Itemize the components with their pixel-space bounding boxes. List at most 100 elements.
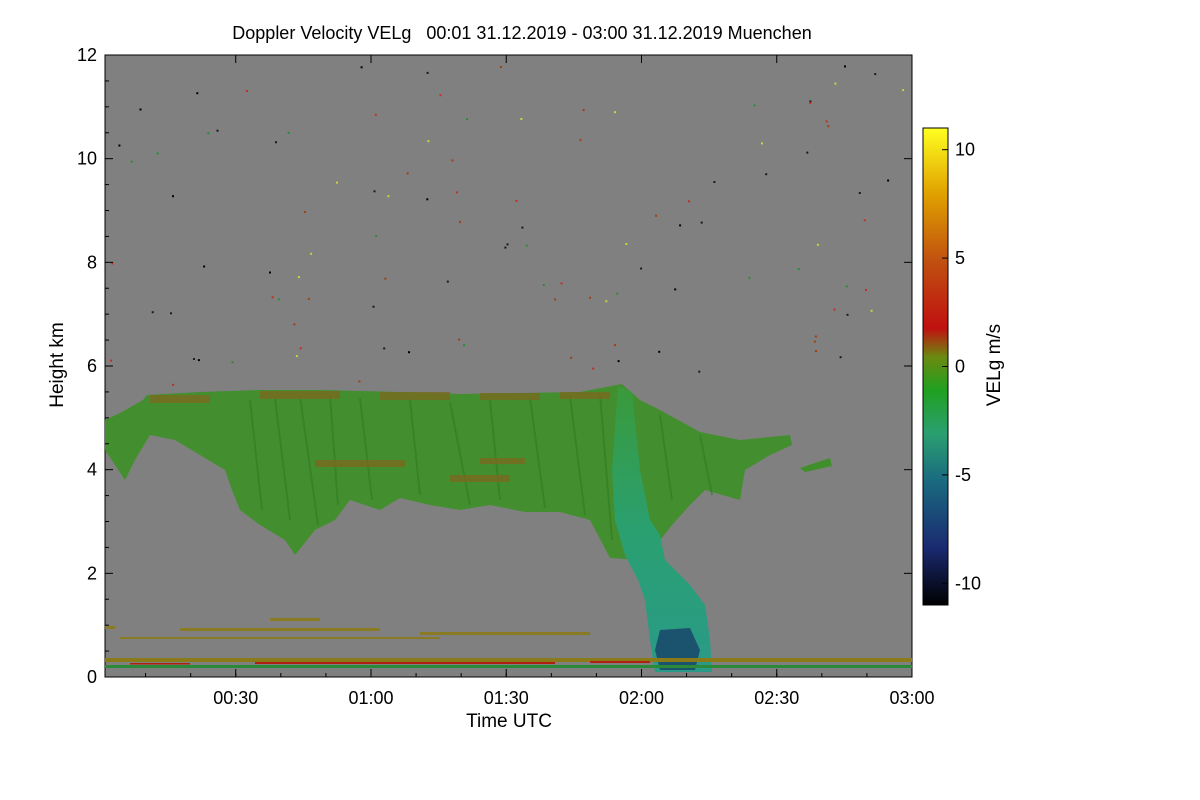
noise-pixel xyxy=(287,131,290,134)
noise-pixel xyxy=(640,267,643,270)
noise-pixel xyxy=(111,262,114,265)
x-tick-label: 00:30 xyxy=(213,688,258,708)
x-tick-label: 02:00 xyxy=(619,688,664,708)
noise-pixel xyxy=(521,226,524,229)
noise-pixel xyxy=(834,82,837,85)
noise-pixel xyxy=(295,355,298,358)
cloud-top-fringe xyxy=(150,391,610,482)
cloud-striations xyxy=(249,393,713,541)
y-tick-label: 10 xyxy=(77,149,97,169)
noise-pixel xyxy=(375,235,378,238)
chart-title: Doppler Velocity VELg 00:01 31.12.2019 -… xyxy=(232,23,811,43)
noise-pixel xyxy=(863,219,866,222)
y-tick-label: 4 xyxy=(87,460,97,480)
x-tick-label: 03:00 xyxy=(889,688,934,708)
noise-pixel xyxy=(520,118,523,120)
noise-pixel xyxy=(525,244,528,247)
noise-pixel xyxy=(582,109,585,112)
noise-pixel xyxy=(358,380,361,383)
y-tick-label: 2 xyxy=(87,563,97,583)
noise-pixel xyxy=(373,190,376,193)
noise-pixel xyxy=(170,312,172,315)
noise-pixel xyxy=(579,139,582,142)
noise-pixel xyxy=(870,309,873,312)
fall-streak xyxy=(612,386,712,672)
noise-pixel xyxy=(466,118,468,121)
colorbar-tick-label: 0 xyxy=(955,357,965,377)
x-tick-label: 01:00 xyxy=(348,688,393,708)
noise-pixel xyxy=(372,305,375,308)
noise-pixel xyxy=(809,102,812,105)
noise-pixel xyxy=(605,300,608,303)
noise-pixel xyxy=(307,297,310,300)
noise-pixel xyxy=(713,181,716,183)
noise-pixel xyxy=(674,288,677,291)
noise-pixel xyxy=(110,359,112,362)
isolated-echo xyxy=(800,458,832,472)
colorbar-ticks: 10 5 0 -5 -10 xyxy=(942,140,981,593)
noise-pixel xyxy=(814,335,817,338)
noise-pixel xyxy=(560,282,563,285)
noise-pixel xyxy=(797,268,800,271)
noise-pixel xyxy=(753,104,756,107)
colorbar-label: VELg m/s xyxy=(984,324,1005,406)
radar-echoes xyxy=(105,65,912,672)
noise-pixel xyxy=(408,351,410,354)
noise-pixel xyxy=(688,200,690,203)
noise-pixel xyxy=(614,111,616,114)
noise-pixel xyxy=(658,350,661,353)
noise-pixel xyxy=(589,296,591,299)
noise-pixel xyxy=(765,173,768,176)
noise-pixel xyxy=(504,246,507,249)
noise-pixel xyxy=(827,125,830,128)
noise-pixel xyxy=(439,94,442,97)
y-tick-label: 12 xyxy=(77,45,97,65)
noise-pixels xyxy=(110,65,905,386)
noise-pixel xyxy=(196,92,199,95)
noise-pixel xyxy=(151,311,154,314)
noise-pixel xyxy=(451,159,454,162)
noise-pixel xyxy=(844,65,846,68)
noise-pixel xyxy=(845,285,848,288)
x-axis-label: Time UTC xyxy=(466,711,552,732)
y-axis: 0 2 4 6 8 10 12 xyxy=(77,45,912,687)
noise-pixel xyxy=(698,370,701,373)
noise-pixel xyxy=(197,359,200,362)
noise-pixel xyxy=(374,113,377,116)
noise-pixel xyxy=(616,292,619,295)
noise-pixel xyxy=(887,179,890,182)
noise-pixel xyxy=(809,100,812,103)
noise-pixel xyxy=(297,276,300,279)
clutter-red-speckle xyxy=(130,661,650,665)
plot-background xyxy=(104,54,913,678)
noise-pixel xyxy=(269,271,271,274)
noise-pixel xyxy=(427,140,430,143)
noise-pixel xyxy=(839,356,842,359)
noise-pixel xyxy=(384,277,387,280)
clutter-brown xyxy=(105,658,912,662)
noise-pixel xyxy=(625,243,628,245)
noise-pixel xyxy=(554,298,557,301)
noise-pixel xyxy=(203,265,206,268)
noise-pixel xyxy=(130,160,133,163)
y-tick-label: 0 xyxy=(87,667,97,687)
noise-pixel xyxy=(455,191,458,194)
noise-pixel xyxy=(655,214,658,217)
noise-pixel xyxy=(406,172,409,175)
y-tick-label: 8 xyxy=(87,252,97,272)
noise-pixel xyxy=(506,243,509,246)
colorbar-tick-label: 10 xyxy=(955,140,975,160)
colorbar-tick-label: -5 xyxy=(955,465,971,485)
noise-pixel xyxy=(614,344,616,347)
noise-pixel xyxy=(761,142,763,145)
noise-pixel xyxy=(515,199,518,202)
low-clutter-bands xyxy=(105,618,590,639)
noise-pixel xyxy=(216,129,219,132)
noise-pixel xyxy=(172,195,174,198)
noise-pixel xyxy=(207,132,210,135)
noise-pixel xyxy=(902,89,905,92)
noise-pixel xyxy=(833,308,836,311)
noise-pixel xyxy=(459,220,462,223)
noise-pixel xyxy=(303,211,306,213)
